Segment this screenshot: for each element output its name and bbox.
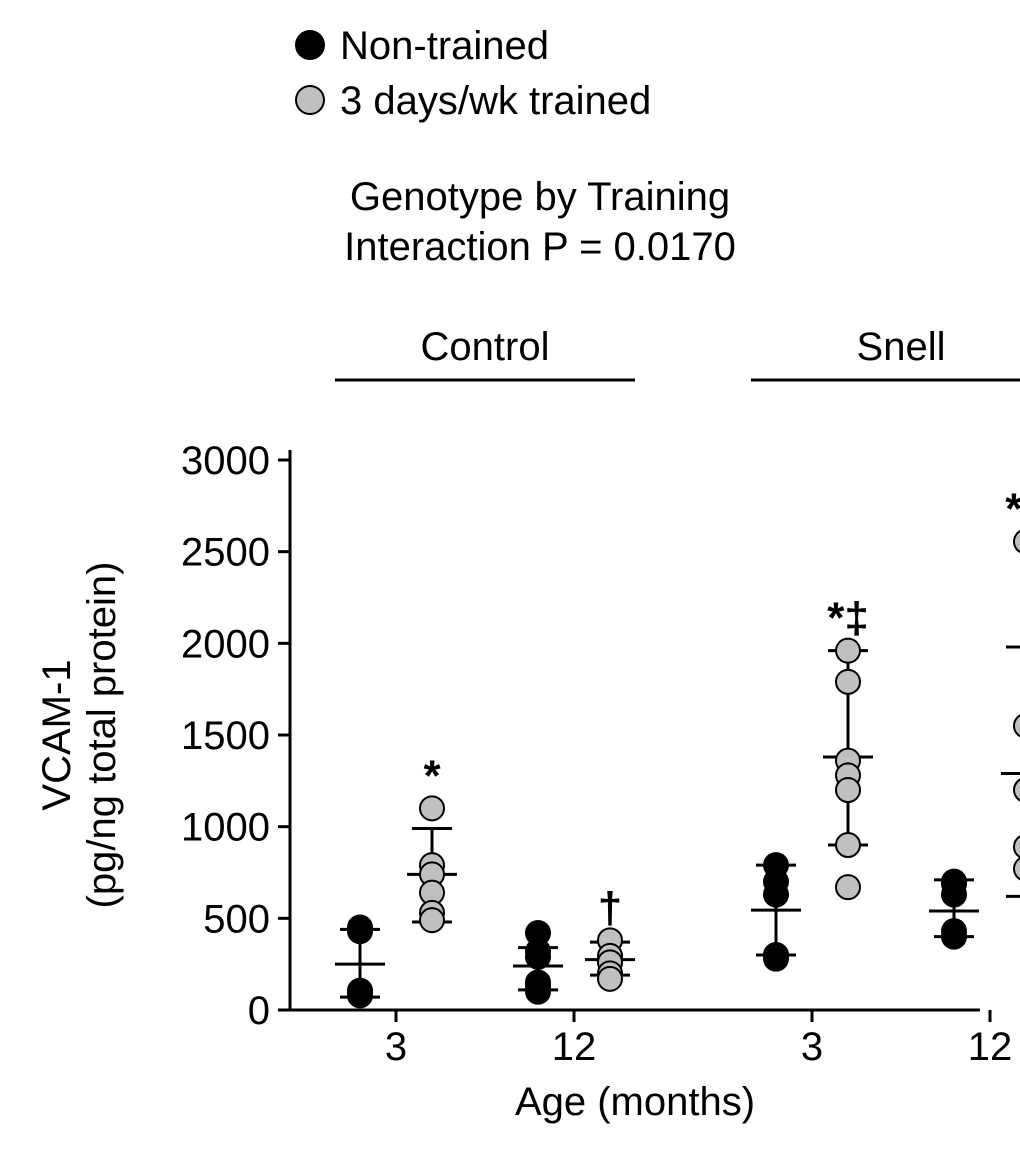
y-tick-label: 1000 [181, 806, 270, 850]
legend-marker [296, 86, 324, 114]
significance-marker: * [423, 751, 441, 800]
y-tick-label: 1500 [181, 714, 270, 758]
x-tick-label: 12 [968, 1025, 1013, 1069]
data-point [1014, 835, 1020, 859]
data-point [836, 670, 860, 694]
data-point [764, 883, 788, 907]
data-point [526, 980, 550, 1004]
significance-marker: † [598, 883, 622, 932]
interaction-annotation: Interaction P = 0.0170 [344, 225, 736, 269]
y-axis-label: (pg/ng total protein) [80, 562, 124, 909]
data-point [420, 908, 444, 932]
significance-marker: *‡ [827, 594, 869, 643]
data-point [1014, 714, 1020, 738]
y-tick-label: 3000 [181, 439, 270, 483]
interaction-annotation: Genotype by Training [350, 175, 730, 219]
group-header-snell: Snell [857, 325, 946, 369]
legend-label: 3 days/wk trained [340, 79, 651, 123]
data-point [348, 983, 372, 1007]
x-tick-label: 3 [801, 1025, 823, 1069]
data-point [348, 919, 372, 943]
data-point [942, 925, 966, 949]
y-tick-label: 0 [248, 989, 270, 1033]
significance-marker: *‡ [1005, 485, 1020, 534]
x-tick-label: 3 [385, 1025, 407, 1069]
y-tick-label: 500 [203, 897, 270, 941]
y-tick-label: 2000 [181, 622, 270, 666]
group-header-control: Control [421, 325, 550, 369]
data-point [836, 875, 860, 899]
y-axis-label: VCAM-1 [35, 659, 79, 810]
data-point [1014, 857, 1020, 881]
data-point [942, 883, 966, 907]
legend-label: Non-trained [340, 24, 549, 68]
y-tick-label: 2500 [181, 531, 270, 575]
x-axis-label: Age (months) [515, 1080, 755, 1124]
legend-marker [296, 31, 324, 59]
data-point [598, 967, 622, 991]
x-tick-label: 12 [552, 1025, 597, 1069]
data-point [526, 945, 550, 969]
vcam1-scatter-chart: Non-trained 3 days/wk trained Genotype by … [0, 0, 1020, 1147]
data-point [1014, 778, 1020, 802]
data-point [764, 947, 788, 971]
data-point [836, 778, 860, 802]
data-point [836, 833, 860, 857]
